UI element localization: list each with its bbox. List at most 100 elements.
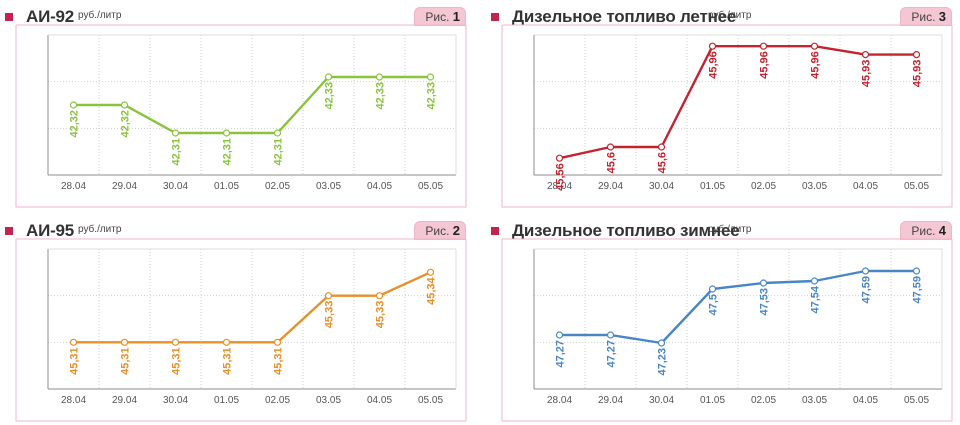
- data-label: 42,33: [426, 82, 438, 110]
- figure-number: 1: [452, 9, 460, 24]
- data-label: 42,31: [222, 138, 234, 166]
- data-point: [708, 285, 717, 293]
- data-point: [69, 101, 78, 109]
- data-label: 42,31: [171, 138, 183, 166]
- data-label: 45,93: [861, 60, 873, 88]
- unit-label: руб./литр: [708, 224, 752, 235]
- x-tick-label: 30.04: [649, 181, 674, 192]
- data-point: [426, 268, 435, 276]
- data-label: 42,33: [324, 82, 336, 110]
- data-point: [657, 339, 666, 347]
- x-tick-label: 04.05: [367, 395, 392, 406]
- figure-prefix: Рис.: [911, 224, 936, 238]
- line-chart: 28.04 29.04 30.04 01.05 02.05 03.05 04.05 05.05…: [501, 238, 953, 422]
- series-line: [559, 45, 917, 160]
- data-label: 45,31: [69, 347, 81, 375]
- data-label: 47,27: [555, 340, 567, 368]
- data-label: 45,31: [273, 347, 285, 375]
- unit-label: руб./литр: [78, 10, 122, 21]
- data-point: [759, 42, 768, 50]
- data-point: [222, 129, 231, 137]
- data-point: [426, 73, 435, 81]
- data-point: [708, 42, 717, 50]
- data-point: [69, 338, 78, 346]
- x-tick-label: 01.05: [214, 181, 239, 192]
- data-point: [606, 331, 615, 339]
- figure-tab: Рис. 1: [414, 7, 466, 26]
- data-point: [273, 338, 282, 346]
- figure-number: 4: [938, 223, 946, 238]
- figure-tab: Рис. 2: [414, 221, 466, 240]
- data-label: 45,56: [555, 163, 567, 191]
- x-tick-label: 03.05: [802, 181, 827, 192]
- x-tick-label: 30.04: [163, 395, 188, 406]
- data-label: 45,34: [426, 276, 438, 304]
- data-label: 42,31: [273, 138, 285, 166]
- x-tick-label: 01.05: [214, 395, 239, 406]
- data-label: 47,59: [912, 276, 924, 304]
- x-tick-label: 28.04: [547, 181, 572, 192]
- data-point: [171, 129, 180, 137]
- x-tick-label: 29.04: [598, 395, 623, 406]
- bullet-icon: [491, 13, 499, 21]
- data-point: [810, 277, 819, 285]
- figure-number: 2: [452, 223, 460, 238]
- unit-label: руб./литр: [708, 10, 752, 21]
- x-tick-label: 30.04: [163, 181, 188, 192]
- data-label: 45,31: [222, 347, 234, 375]
- data-point: [555, 154, 564, 162]
- data-label: 47,23: [657, 348, 669, 376]
- bullet-icon: [491, 227, 499, 235]
- bullet-icon: [5, 227, 13, 235]
- data-point: [912, 50, 921, 59]
- x-tick-label: 01.05: [700, 181, 725, 192]
- data-label: 45,31: [120, 347, 132, 375]
- data-point: [375, 73, 384, 81]
- x-tick-label: 28.04: [61, 181, 86, 192]
- chart-title: Дизельное топливо зимнее: [512, 221, 740, 240]
- data-point: [273, 129, 282, 137]
- chart-panel-dt-summer: Дизельное топливо летнее руб./литр Рис. …: [486, 0, 956, 210]
- x-tick-label: 03.05: [802, 395, 827, 406]
- data-point: [120, 101, 129, 109]
- data-label: 45,31: [171, 347, 183, 375]
- figure-prefix: Рис.: [911, 10, 936, 24]
- data-label: 42,32: [69, 110, 81, 138]
- x-tick-label: 29.04: [112, 395, 137, 406]
- data-point: [759, 279, 768, 287]
- x-tick-label: 05.05: [418, 181, 443, 192]
- data-point: [606, 143, 615, 151]
- data-label: 45,6: [657, 152, 669, 173]
- x-tick-label: 01.05: [700, 395, 725, 406]
- bullet-icon: [5, 13, 13, 21]
- data-label: 45,6: [606, 152, 618, 173]
- data-label: 45,96: [810, 51, 822, 79]
- x-tick-label: 29.04: [598, 181, 623, 192]
- data-point: [861, 50, 870, 59]
- data-point: [810, 42, 819, 50]
- x-tick-label: 04.05: [853, 181, 878, 192]
- x-tick-label: 05.05: [904, 395, 929, 406]
- line-chart: 28.04 29.04 30.04 01.05 02.05 03.05 04.05 05.05…: [15, 24, 467, 208]
- data-label: 47,54: [810, 285, 822, 313]
- x-tick-label: 28.04: [61, 395, 86, 406]
- x-tick-label: 05.05: [904, 181, 929, 192]
- x-tick-label: 02.05: [265, 395, 290, 406]
- x-tick-label: 02.05: [751, 181, 776, 192]
- figure-tab: Рис. 3: [900, 7, 952, 26]
- panel-frame: [501, 239, 953, 422]
- panel-frame: [15, 239, 467, 422]
- x-tick-label: 30.04: [649, 395, 674, 406]
- data-label: 45,93: [912, 60, 924, 88]
- line-chart: 28.04 29.04 30.04 01.05 02.05 03.05 04.05 05.05…: [15, 238, 467, 422]
- data-label: 42,32: [120, 110, 132, 138]
- chart-panel-ai92: АИ-92 руб./литр Рис. 1 28.04 29.04 30.04 01…: [0, 0, 470, 210]
- chart-title: Дизельное топливо летнее: [512, 7, 737, 26]
- chart-panel-dt-winter: Дизельное топливо зимнее руб./литр Рис. …: [486, 214, 956, 424]
- data-label: 45,96: [708, 51, 720, 79]
- data-point: [171, 338, 180, 346]
- x-tick-label: 04.05: [853, 395, 878, 406]
- data-label: 45,33: [324, 301, 336, 329]
- data-point: [657, 143, 666, 151]
- data-point: [375, 292, 384, 300]
